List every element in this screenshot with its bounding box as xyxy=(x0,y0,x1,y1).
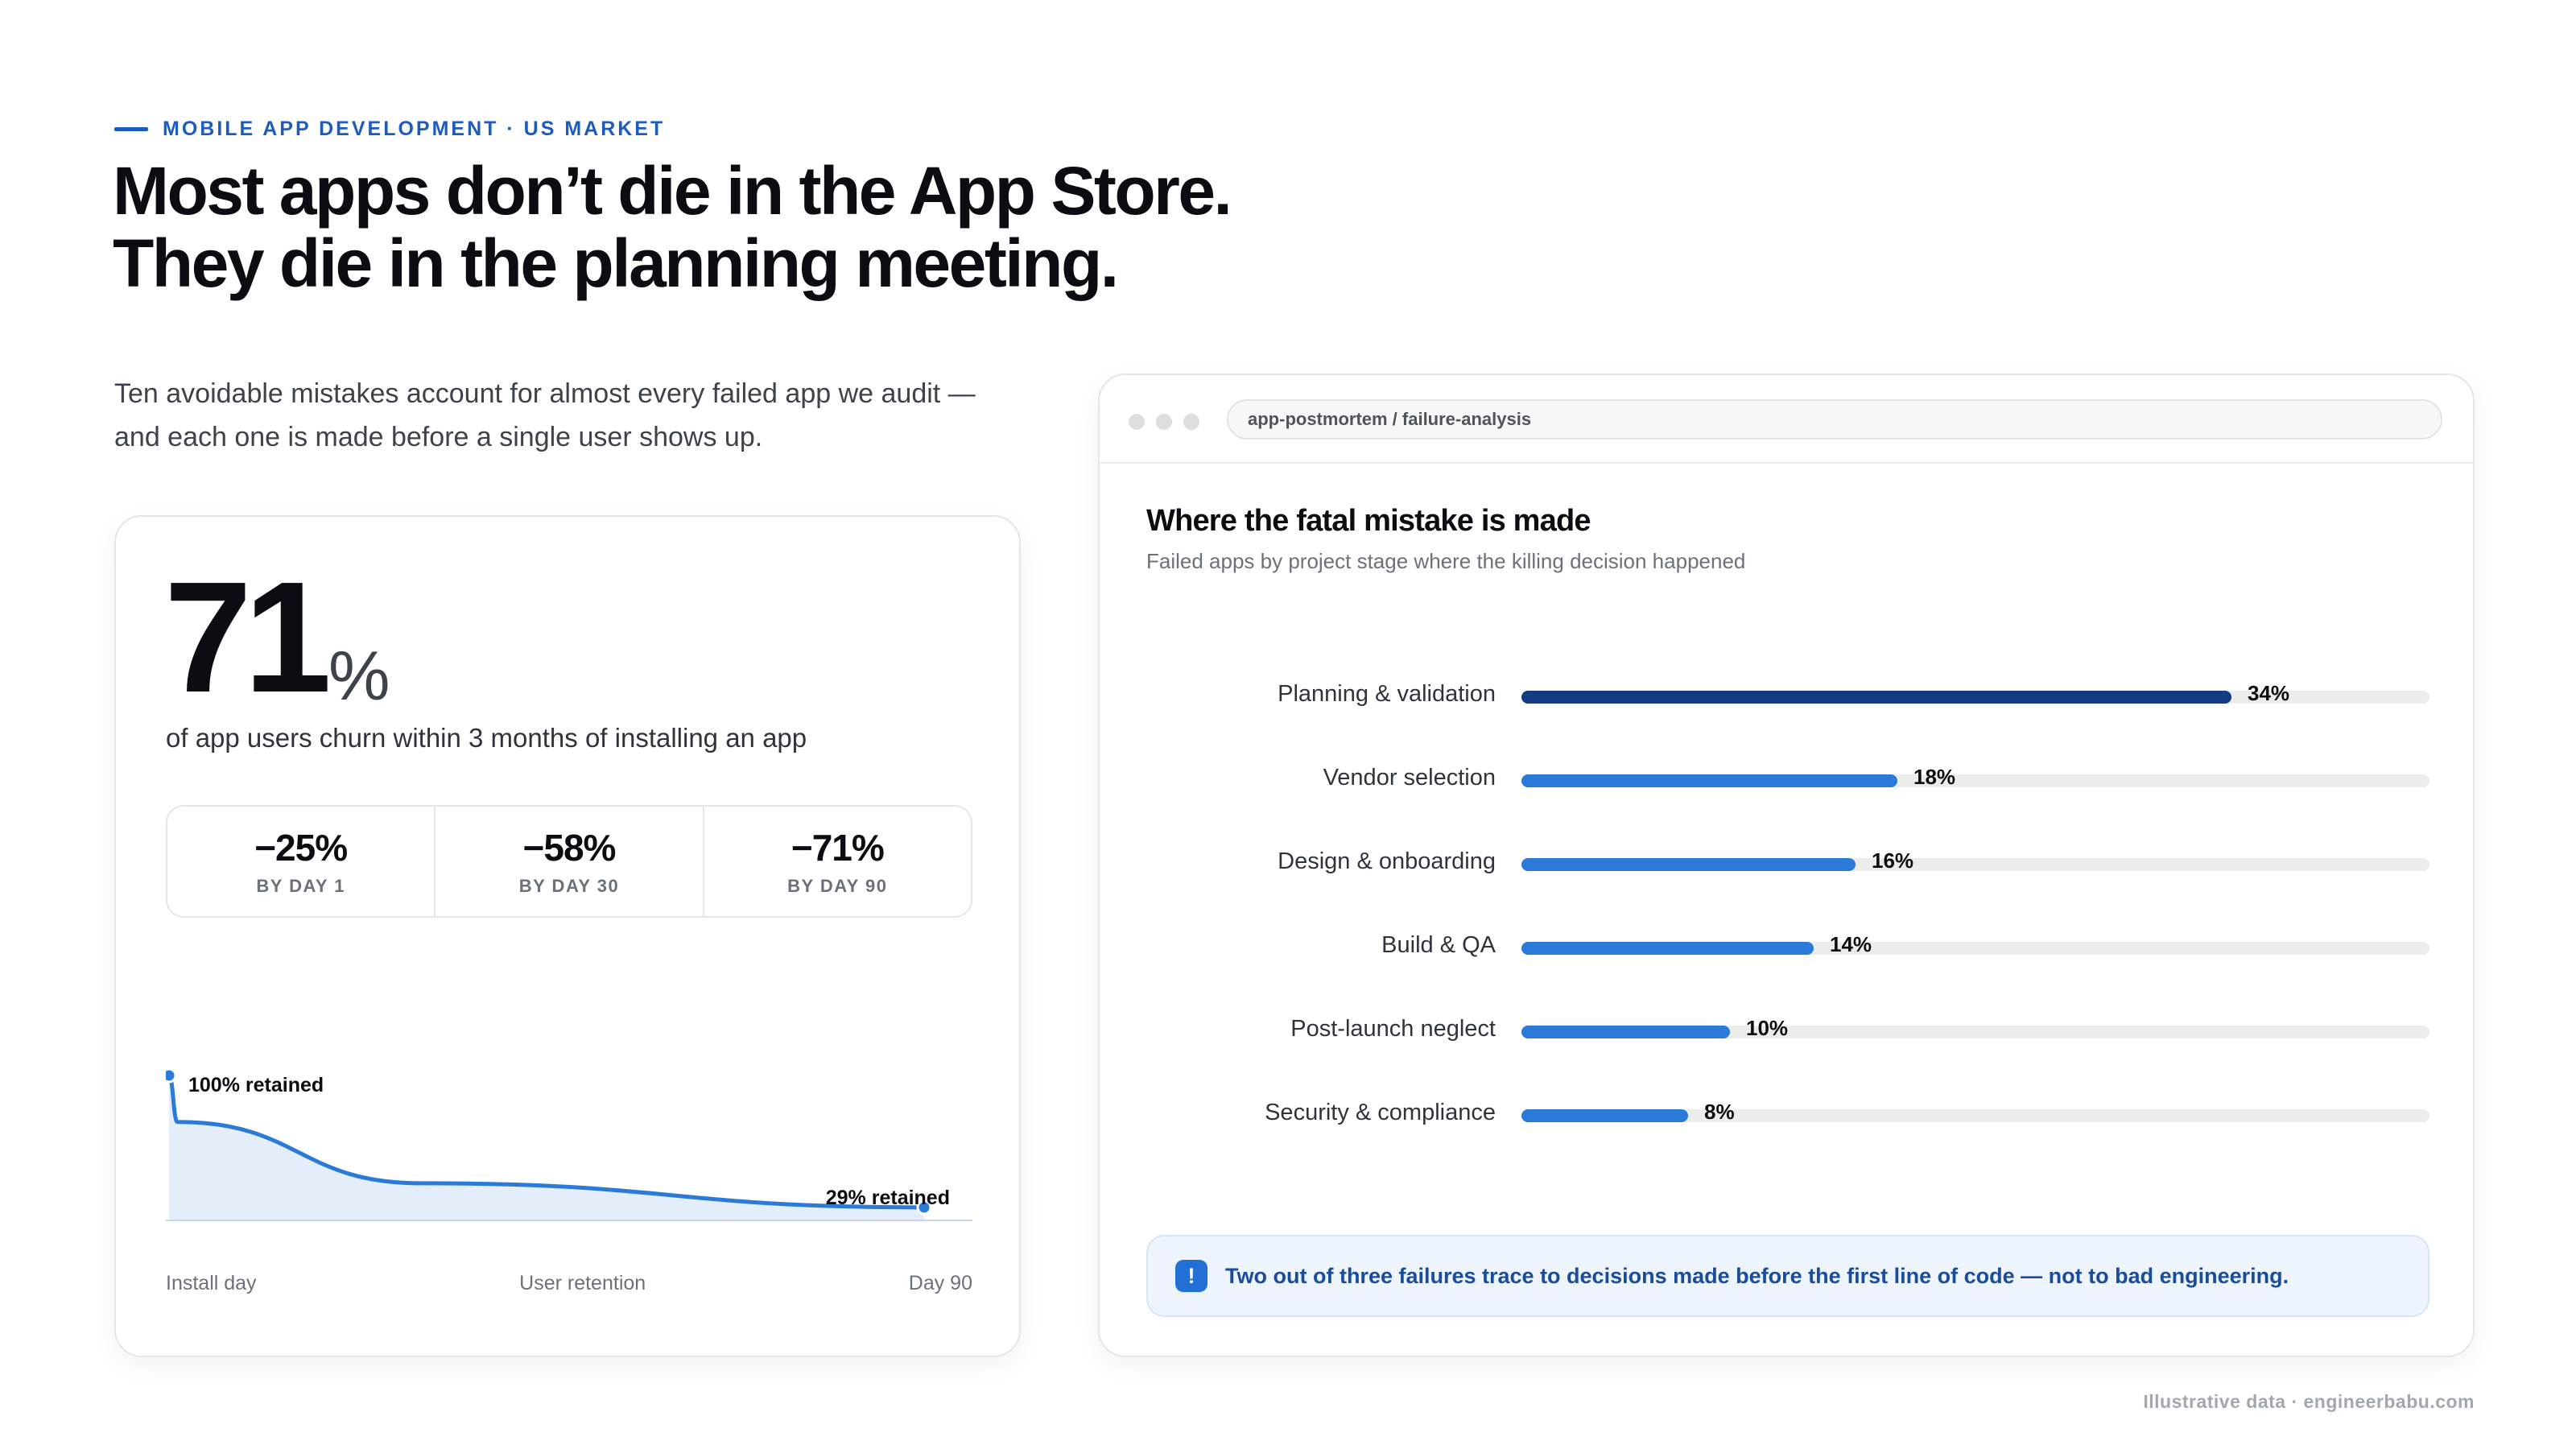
bar-category-label: Build & QA xyxy=(1381,932,1496,958)
bar xyxy=(1521,691,2231,704)
bar-chart: Planning & validation 34% Vendor selection… xyxy=(1100,375,2473,1356)
bar-value-label: 16% xyxy=(1872,848,1914,873)
churn-stat-day-1: −25% BY DAY 1 xyxy=(167,807,436,916)
window-dot-icon xyxy=(1183,414,1199,430)
failure-analysis-card: app-postmortem / failure-analysis Where … xyxy=(1098,374,2475,1357)
bar-row: Build & QA 14% xyxy=(1100,924,2473,972)
chart-subtitle: Failed apps by project stage where the k… xyxy=(1146,549,1746,573)
headline-line-1: Most apps don’t die in the App Store. xyxy=(113,153,1232,229)
retention-axis-center: User retention xyxy=(519,1272,646,1294)
url-bar[interactable]: app-postmortem / failure-analysis xyxy=(1227,399,2442,440)
retention-line xyxy=(167,1073,927,1210)
churn-stat-value: −25% xyxy=(254,827,348,869)
bar-track xyxy=(1521,691,2429,704)
bar-row: Post-launch neglect 10% xyxy=(1100,1008,2473,1056)
churn-stat-label: BY DAY 90 xyxy=(787,876,888,896)
chart-title: Where the fatal mistake is made xyxy=(1146,504,1591,538)
retention-start-point xyxy=(166,1067,177,1084)
bar-category-label: Post-launch neglect xyxy=(1290,1016,1496,1042)
big-stat-caption: of app users churn within 3 months of in… xyxy=(166,723,807,753)
eyebrow-dash xyxy=(114,126,148,131)
retention-area xyxy=(169,1075,924,1220)
eyebrow: MOBILE APP DEVELOPMENT · US MARKET xyxy=(114,114,665,143)
bar-track xyxy=(1521,858,2429,871)
window-dot-icon xyxy=(1129,414,1145,430)
big-stat: 71 % xyxy=(164,549,390,725)
exclamation-icon: ! xyxy=(1175,1260,1208,1292)
bar xyxy=(1521,942,1814,955)
callout-text: Two out of three failures trace to decis… xyxy=(1225,1263,2289,1288)
churn-stat-day-90: −71% BY DAY 90 xyxy=(704,807,971,916)
retention-end-label: 29% retained xyxy=(825,1187,950,1209)
bar-category-label: Vendor selection xyxy=(1323,765,1496,791)
bar-row: Vendor selection 18% xyxy=(1100,757,2473,805)
eyebrow-text: MOBILE APP DEVELOPMENT · US MARKET xyxy=(163,117,666,140)
churn-stat-value: −71% xyxy=(791,827,885,869)
bar xyxy=(1521,1109,1688,1122)
retention-axis-right: Day 90 xyxy=(908,1272,972,1294)
bar-value-label: 8% xyxy=(1704,1100,1735,1124)
headline: Most apps don’t die in the App Store. Th… xyxy=(113,155,1481,299)
churn-stat-day-30: −58% BY DAY 30 xyxy=(436,807,704,916)
churn-stat-label: BY DAY 1 xyxy=(256,876,345,896)
bar xyxy=(1521,858,1856,871)
churn-card: 71 % of app users churn within 3 months … xyxy=(114,515,1021,1357)
bar-category-label: Planning & validation xyxy=(1278,681,1496,707)
retention-axis-left: Install day xyxy=(166,1272,257,1294)
big-stat-number: 71 xyxy=(164,549,332,725)
retention-end-point xyxy=(916,1199,932,1216)
retention-chart-svg xyxy=(166,1067,972,1221)
bar-track xyxy=(1521,942,2429,955)
bar-row: Planning & validation 34% xyxy=(1100,673,2473,721)
churn-stat-value: −58% xyxy=(522,827,617,869)
callout-note: ! Two out of three failures trace to dec… xyxy=(1146,1235,2429,1317)
churn-stat-label: BY DAY 30 xyxy=(518,876,620,896)
retention-axis: Install day User retention Day 90 xyxy=(166,1272,972,1295)
bar xyxy=(1521,1026,1730,1038)
churn-stats: −25% BY DAY 1 −58% BY DAY 30 −71% BY DAY… xyxy=(166,805,972,918)
bar-value-label: 10% xyxy=(1746,1016,1789,1040)
bar-row: Design & onboarding 16% xyxy=(1100,840,2473,889)
bar-track xyxy=(1521,774,2429,787)
window-dot-icon xyxy=(1156,414,1172,430)
bar-row: Security & compliance 8% xyxy=(1100,1092,2473,1140)
footer-credit: Illustrative data · engineerbabu.com xyxy=(2143,1391,2475,1412)
bar-value-label: 18% xyxy=(1913,765,1956,789)
bar-track xyxy=(1521,1109,2429,1122)
headline-line-2: They die in the planning meeting. xyxy=(113,225,1119,301)
bar-category-label: Design & onboarding xyxy=(1278,848,1496,874)
bar-category-label: Security & compliance xyxy=(1265,1100,1496,1125)
intro-paragraph: Ten avoidable mistakes account for almos… xyxy=(114,378,976,452)
bar-track xyxy=(1521,1026,2429,1038)
bar-value-label: 14% xyxy=(1830,932,1872,956)
bar xyxy=(1521,774,1897,787)
big-stat-unit: % xyxy=(328,638,390,715)
retention-start-label: 100% retained xyxy=(188,1074,324,1096)
retention-chart: 100% retained 29% retained Install day U… xyxy=(166,1064,972,1322)
browser-bar: app-postmortem / failure-analysis xyxy=(1100,375,2473,464)
bar-value-label: 34% xyxy=(2248,681,2290,705)
